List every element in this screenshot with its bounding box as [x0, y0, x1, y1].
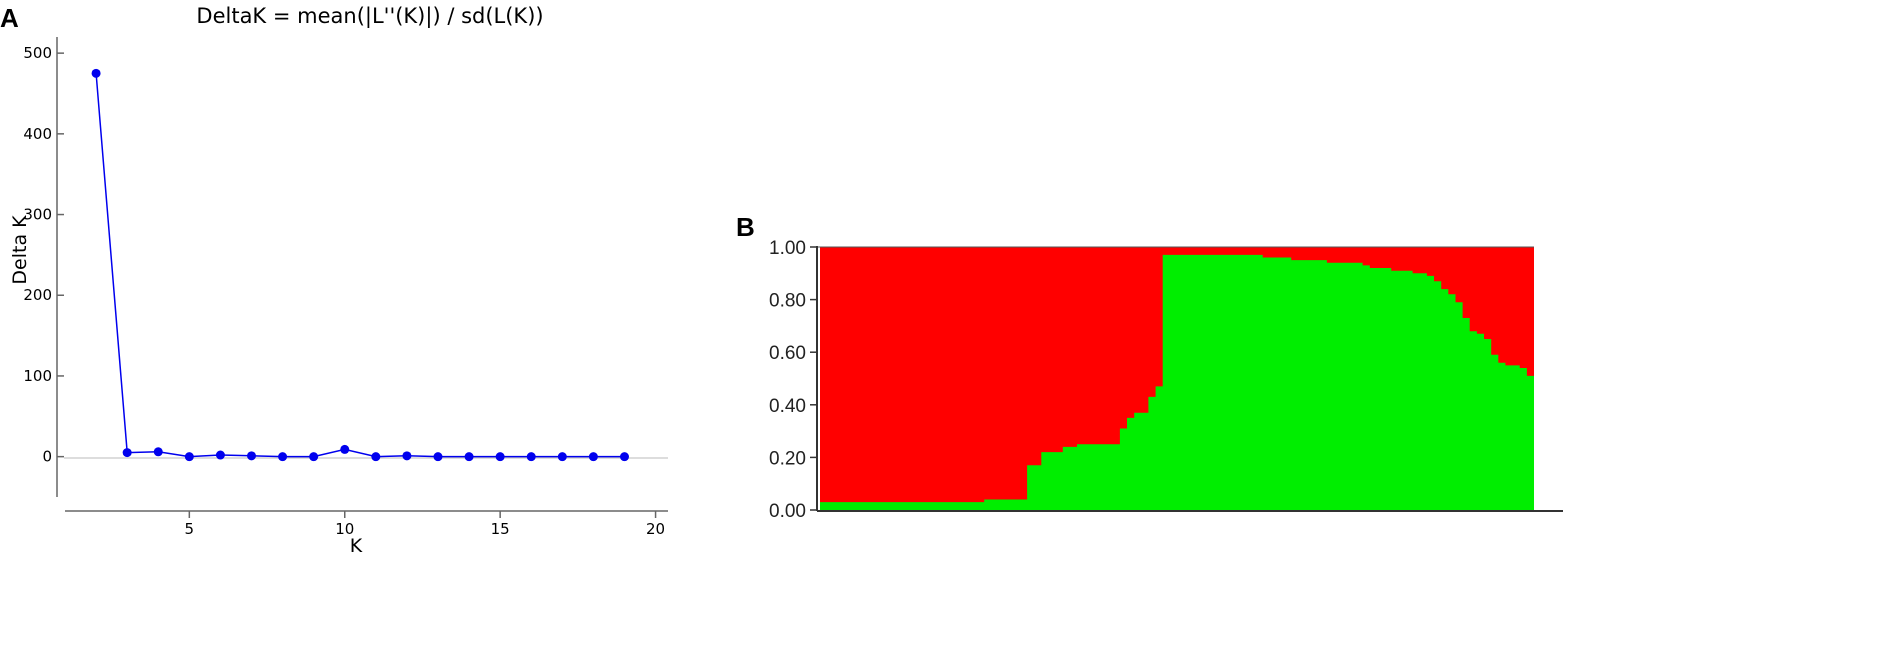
b-y-tick-label: 0.00 [769, 501, 806, 522]
b-y-tick-label: 0.20 [769, 448, 806, 469]
x-axis-label: K [350, 535, 363, 557]
panel-label-b: B [736, 212, 755, 242]
data-point [278, 452, 288, 462]
data-point [153, 447, 163, 457]
data-point [246, 451, 256, 461]
data-point [588, 452, 598, 462]
b-y-tick-label: 1.00 [769, 238, 806, 259]
cluster-1-area [820, 254, 1534, 510]
y-tick-label: 100 [23, 367, 52, 385]
y-tick-label: 0 [42, 448, 52, 466]
panel-a-line-chart: A DeltaK = mean(|L''(K)|) / sd(L(K)) Del… [0, 3, 668, 557]
data-point [619, 452, 629, 462]
data-point [91, 68, 101, 78]
panel-label-a: A [0, 3, 19, 33]
y-tick-label: 400 [23, 125, 52, 143]
chart-title: DeltaK = mean(|L''(K)|) / sd(L(K)) [196, 4, 543, 29]
b-y-tick-label: 0.60 [769, 343, 806, 364]
y-tick-label: 500 [23, 44, 52, 62]
data-point [433, 452, 443, 462]
data-point [526, 452, 536, 462]
data-point [557, 452, 567, 462]
b-y-tick-label: 0.80 [769, 291, 806, 312]
x-tick-label: 20 [646, 520, 665, 538]
x-tick-label: 5 [185, 520, 195, 538]
y-tick-label: 200 [23, 286, 52, 304]
delta-k-series-line [95, 73, 625, 458]
x-tick-label: 15 [491, 520, 510, 538]
data-point [495, 452, 505, 462]
data-point [184, 452, 194, 462]
data-point [371, 452, 381, 462]
data-point [309, 452, 319, 462]
panel-b-structure-bar-plot: B 0.00 0.20 0.40 0.60 0.80 1.00 [736, 212, 1563, 522]
data-point [402, 451, 412, 461]
data-point [340, 444, 350, 454]
y-tick-label: 300 [23, 206, 52, 224]
data-point [464, 452, 474, 462]
data-point [215, 450, 225, 460]
b-y-tick-label: 0.40 [769, 396, 806, 417]
data-point [122, 448, 132, 458]
y-axis-label: Delta K [9, 215, 31, 285]
x-tick-label: 10 [335, 520, 354, 538]
